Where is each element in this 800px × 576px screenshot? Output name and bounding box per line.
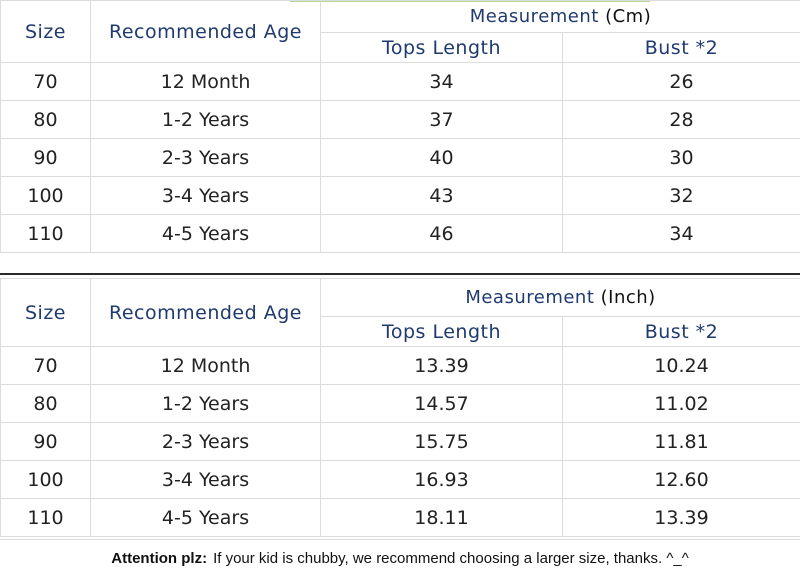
- attention-note: Attention plz: If your kid is chubby, we…: [0, 539, 800, 576]
- cell-tops-length: 43: [321, 177, 563, 215]
- header-unit: (Cm): [605, 6, 651, 27]
- size-chart-cm: Size Recommended Age Measurement (Cm) To…: [0, 0, 800, 253]
- header-recommended-age: Recommended Age: [91, 1, 321, 63]
- cell-bust: 30: [563, 139, 800, 177]
- header-size: Size: [1, 1, 91, 63]
- table-row: 90 2-3 Years 15.75 11.81: [1, 423, 800, 461]
- cell-tops-length: 37: [321, 101, 563, 139]
- cell-size: 110: [1, 215, 91, 253]
- cell-size: 100: [1, 177, 91, 215]
- cell-bust: 10.24: [563, 347, 800, 385]
- table-row: 90 2-3 Years 40 30: [1, 139, 800, 177]
- table-row: 100 3-4 Years 16.93 12.60: [1, 461, 800, 499]
- cell-tops-length: 46: [321, 215, 563, 253]
- header-measurement-label: Measurement: [470, 6, 599, 27]
- cell-age: 3-4 Years: [91, 461, 321, 499]
- cell-bust: 32: [563, 177, 800, 215]
- cell-bust: 34: [563, 215, 800, 253]
- cell-size: 80: [1, 101, 91, 139]
- cell-bust: 28: [563, 101, 800, 139]
- cell-bust: 26: [563, 63, 800, 101]
- cell-bust: 13.39: [563, 499, 800, 537]
- header-tops-length: Tops Length: [321, 317, 563, 347]
- header-measurement-label: Measurement: [465, 287, 594, 308]
- cell-age: 4-5 Years: [91, 499, 321, 537]
- cell-tops-length: 13.39: [321, 347, 563, 385]
- cell-size: 70: [1, 63, 91, 101]
- cell-tops-length: 16.93: [321, 461, 563, 499]
- cell-age: 12 Month: [91, 63, 321, 101]
- cell-age: 12 Month: [91, 347, 321, 385]
- header-bust: Bust *2: [563, 33, 800, 63]
- size-chart-inch: Size Recommended Age Measurement (Inch) …: [0, 278, 800, 537]
- table-row: 70 12 Month 13.39 10.24: [1, 347, 800, 385]
- table-row: 80 1-2 Years 14.57 11.02: [1, 385, 800, 423]
- cell-tops-length: 14.57: [321, 385, 563, 423]
- cell-size: 110: [1, 499, 91, 537]
- table-row: 70 12 Month 34 26: [1, 63, 800, 101]
- header-measurement: Measurement (Cm): [321, 1, 800, 33]
- header-unit: (Inch): [601, 287, 656, 308]
- note-text: If your kid is chubby, we recommend choo…: [213, 550, 689, 567]
- cell-age: 2-3 Years: [91, 423, 321, 461]
- cell-age: 3-4 Years: [91, 177, 321, 215]
- cell-size: 70: [1, 347, 91, 385]
- cell-tops-length: 34: [321, 63, 563, 101]
- cell-tops-length: 40: [321, 139, 563, 177]
- cell-tops-length: 18.11: [321, 499, 563, 537]
- cell-age: 2-3 Years: [91, 139, 321, 177]
- cell-size: 90: [1, 423, 91, 461]
- cell-size: 100: [1, 461, 91, 499]
- cell-bust: 11.02: [563, 385, 800, 423]
- table-row: 100 3-4 Years 43 32: [1, 177, 800, 215]
- header-tops-length: Tops Length: [321, 33, 563, 63]
- table-row: 110 4-5 Years 46 34: [1, 215, 800, 253]
- cell-size: 80: [1, 385, 91, 423]
- table-divider: [0, 273, 800, 275]
- header-size: Size: [1, 279, 91, 347]
- header-recommended-age: Recommended Age: [91, 279, 321, 347]
- cell-age: 4-5 Years: [91, 215, 321, 253]
- note-label: Attention plz:: [111, 550, 207, 567]
- cell-size: 90: [1, 139, 91, 177]
- cell-tops-length: 15.75: [321, 423, 563, 461]
- header-measurement: Measurement (Inch): [321, 279, 800, 317]
- cell-age: 1-2 Years: [91, 101, 321, 139]
- cell-age: 1-2 Years: [91, 385, 321, 423]
- table-row: 80 1-2 Years 37 28: [1, 101, 800, 139]
- header-bust: Bust *2: [563, 317, 800, 347]
- cell-bust: 11.81: [563, 423, 800, 461]
- cell-bust: 12.60: [563, 461, 800, 499]
- table-row: 110 4-5 Years 18.11 13.39: [1, 499, 800, 537]
